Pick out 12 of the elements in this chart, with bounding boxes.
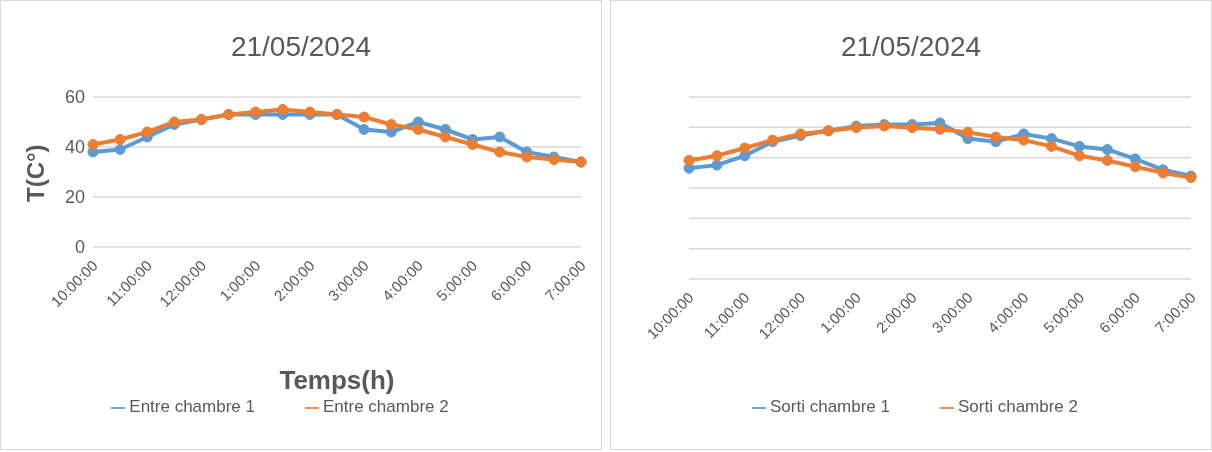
legend-label: Entre chambre 1 — [129, 397, 255, 416]
legend-label: Sorti chambre 2 — [958, 397, 1078, 416]
y-axis-title: T(C°) — [21, 144, 49, 202]
chart-title: 21/05/2024 — [839, 31, 983, 63]
chart-title: 21/05/2024 — [229, 31, 373, 63]
y-tick-label: 20 — [64, 187, 85, 208]
legend-label: Sorti chambre 1 — [770, 397, 890, 416]
y-tick-label: 40 — [64, 137, 85, 158]
legend-label: Entre chambre 2 — [323, 397, 449, 416]
y-tick-label: 0 — [74, 237, 85, 258]
x-axis-title: Temps(h) — [279, 365, 395, 395]
y-tick-label: 60 — [64, 87, 85, 108]
